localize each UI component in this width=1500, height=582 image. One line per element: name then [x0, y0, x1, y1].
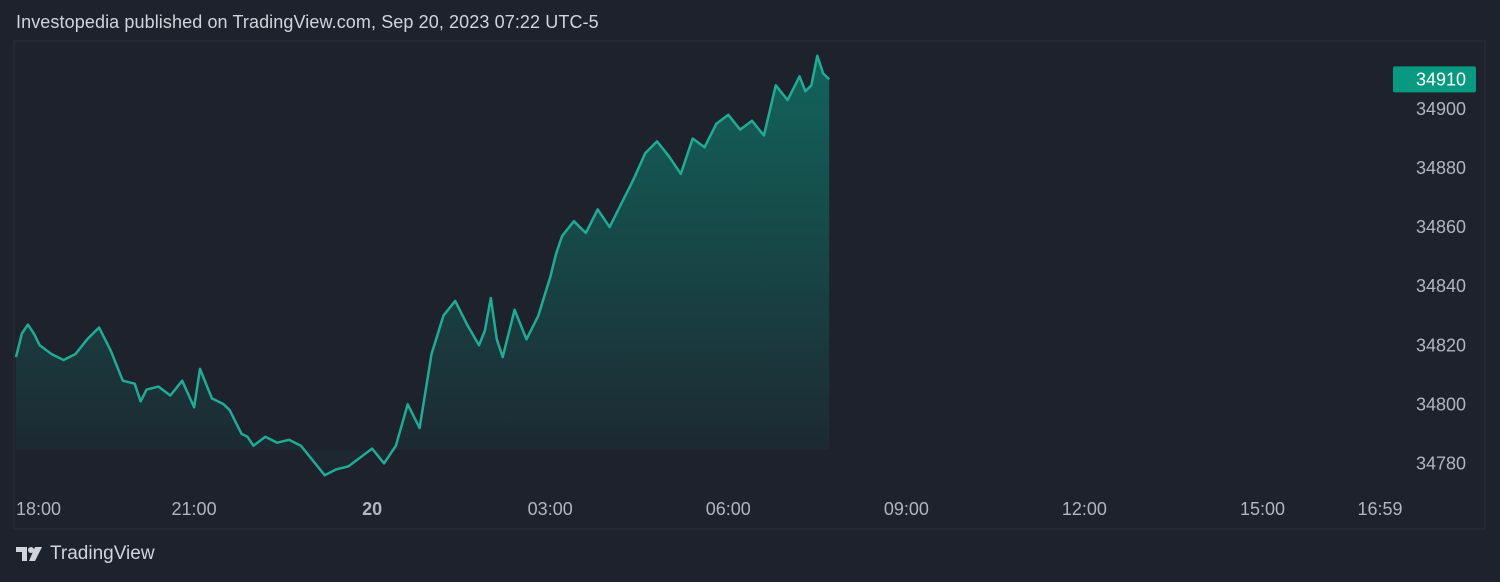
x-tick-label: 06:00: [706, 499, 751, 519]
x-tick-label: 21:00: [172, 499, 217, 519]
x-tick-label: 18:00: [16, 499, 61, 519]
y-tick-label: 34900: [1416, 99, 1466, 119]
price-line: [14, 54, 831, 477]
tradingview-brand: TradingView: [50, 543, 155, 564]
y-tick-label: 34780: [1416, 453, 1466, 473]
y-tick-label: 34820: [1416, 335, 1466, 355]
y-tick-label: 34880: [1416, 158, 1466, 178]
x-tick-label: 20: [362, 499, 382, 519]
tradingview-logo[interactable]: TradingView: [14, 543, 155, 565]
x-tick-label: 03:00: [528, 499, 573, 519]
tradingview-logo-icon: [16, 547, 42, 561]
last-price-label: 34910: [1416, 69, 1466, 89]
x-tick-label: 15:00: [1240, 499, 1285, 519]
x-tick-label: 12:00: [1062, 499, 1107, 519]
y-tick-label: 34840: [1416, 276, 1466, 296]
price-area-fill: [16, 55, 830, 476]
y-tick-label: 34860: [1416, 217, 1466, 237]
x-tick-label: 09:00: [884, 499, 929, 519]
x-tick-label: 16:59: [1357, 499, 1402, 519]
last-price-tag: [1393, 66, 1476, 93]
y-tick-label: 34800: [1416, 394, 1466, 414]
plot-frame: [13, 40, 1486, 530]
attribution-header: Investopedia published on TradingView.co…: [16, 12, 599, 32]
